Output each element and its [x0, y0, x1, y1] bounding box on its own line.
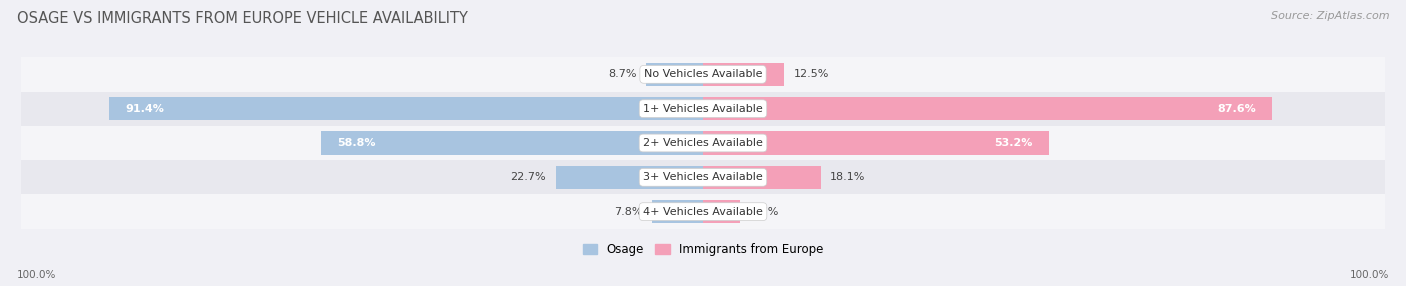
Text: 8.7%: 8.7% [609, 69, 637, 79]
Text: 12.5%: 12.5% [794, 69, 830, 79]
Text: 7.8%: 7.8% [614, 207, 643, 217]
Text: 100.0%: 100.0% [1350, 270, 1389, 280]
Bar [110, 97, 703, 120]
Bar [21, 194, 1385, 229]
Bar [21, 160, 1385, 194]
Bar [21, 126, 1385, 160]
Text: 22.7%: 22.7% [510, 172, 546, 182]
Text: 4+ Vehicles Available: 4+ Vehicles Available [643, 207, 763, 217]
Legend: Osage, Immigrants from Europe: Osage, Immigrants from Europe [578, 238, 828, 261]
Text: 5.7%: 5.7% [749, 207, 778, 217]
Text: 58.8%: 58.8% [337, 138, 375, 148]
Text: Source: ZipAtlas.com: Source: ZipAtlas.com [1271, 11, 1389, 21]
Bar [703, 200, 740, 223]
Bar [703, 97, 1272, 120]
Bar [21, 92, 1385, 126]
Text: 3+ Vehicles Available: 3+ Vehicles Available [643, 172, 763, 182]
Bar [321, 131, 703, 155]
Bar [21, 57, 1385, 92]
Bar [555, 166, 703, 189]
Text: No Vehicles Available: No Vehicles Available [644, 69, 762, 79]
Bar [647, 63, 703, 86]
Text: 91.4%: 91.4% [125, 104, 165, 114]
Text: OSAGE VS IMMIGRANTS FROM EUROPE VEHICLE AVAILABILITY: OSAGE VS IMMIGRANTS FROM EUROPE VEHICLE … [17, 11, 468, 26]
Bar [703, 166, 821, 189]
Bar [703, 63, 785, 86]
Text: 2+ Vehicles Available: 2+ Vehicles Available [643, 138, 763, 148]
Text: 100.0%: 100.0% [17, 270, 56, 280]
Bar [652, 200, 703, 223]
Text: 87.6%: 87.6% [1218, 104, 1256, 114]
Text: 1+ Vehicles Available: 1+ Vehicles Available [643, 104, 763, 114]
Bar [703, 131, 1049, 155]
Text: 18.1%: 18.1% [831, 172, 866, 182]
Text: 53.2%: 53.2% [994, 138, 1032, 148]
